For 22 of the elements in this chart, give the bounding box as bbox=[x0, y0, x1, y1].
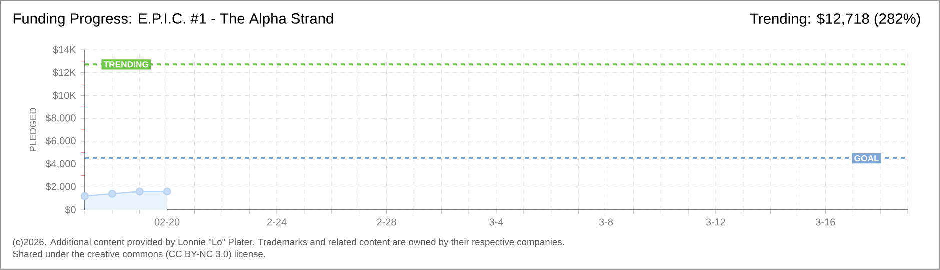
y-tick-label: $10K bbox=[53, 92, 76, 100]
text: Shared under the creative commons (CC BY-NC 3.0) license. bbox=[13, 250, 266, 260]
ref-line-label: TRENDING bbox=[104, 62, 148, 68]
x-tick-label: 3-8 bbox=[599, 218, 614, 226]
ref-line-label: GOAL bbox=[854, 156, 880, 162]
chart-subtitle: Trending: $12,718 (282%) bbox=[750, 13, 920, 27]
x-tick-label: 3-4 bbox=[490, 218, 504, 226]
y-tick-label: $4,000 bbox=[46, 160, 76, 169]
y-tick-label: $8,000 bbox=[46, 114, 76, 123]
y-tick-label: $14K bbox=[53, 46, 76, 54]
x-tick-label: 3-12 bbox=[706, 218, 726, 226]
y-tick-label: $2,000 bbox=[46, 182, 76, 192]
text: (c)2026. Additional content provided by Lonnie "Lo" Plater. Trademarks and related content are owned by their respective companies. bbox=[13, 238, 564, 248]
y-tick-label: $12K bbox=[53, 68, 76, 77]
y-tick-label: $6,000 bbox=[46, 137, 76, 146]
x-tick-label: 02-20 bbox=[154, 218, 180, 226]
x-tick-label: 2-24 bbox=[268, 218, 287, 226]
chart-title: Funding Progress: E.P.I.C. #1 - The Alpha Strand bbox=[14, 13, 334, 27]
y-axis-title: PLEDGED bbox=[30, 108, 37, 152]
x-tick-label: 2-28 bbox=[377, 218, 396, 226]
y-tick-label: $0 bbox=[65, 206, 76, 214]
x-tick-label: 3-16 bbox=[816, 218, 836, 226]
